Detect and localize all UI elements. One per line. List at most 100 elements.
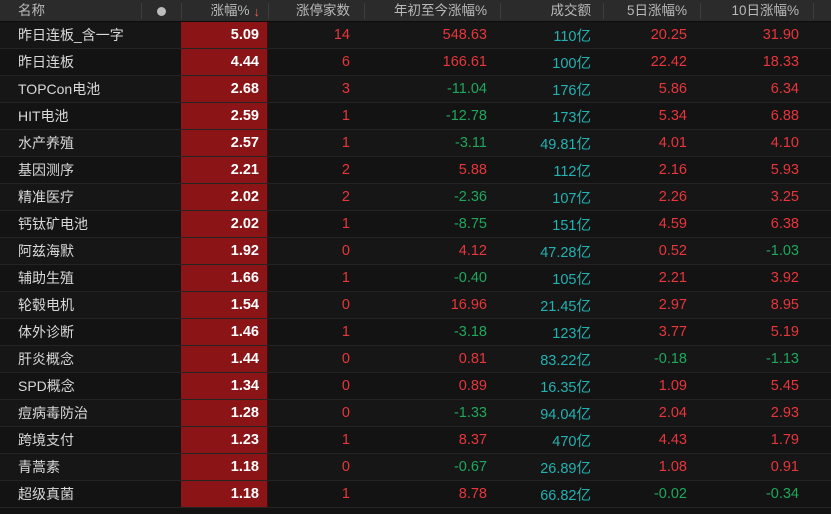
column-header-10day-change-label: 10日涨幅% bbox=[731, 3, 799, 18]
cell-flag bbox=[141, 427, 181, 453]
cell-zt: 1 bbox=[341, 432, 350, 448]
column-header-name[interactable]: 名称 bbox=[0, 0, 141, 22]
cell-name: 昨日连板_含一字 bbox=[18, 27, 124, 43]
cell-d10: 8.95 bbox=[770, 297, 799, 313]
cell-d5: 4.01 bbox=[658, 135, 687, 151]
table-row[interactable]: 体外诊断 1.46 1 -3.18 123亿 3.77 5.19 bbox=[0, 319, 831, 346]
dot-icon bbox=[156, 6, 166, 16]
column-header-flag[interactable] bbox=[141, 0, 181, 22]
cell-flag bbox=[141, 373, 181, 399]
table-row[interactable]: 基因测序 2.21 2 5.88 112亿 2.16 5.93 bbox=[0, 157, 831, 184]
cell-zt: 6 bbox=[341, 54, 350, 70]
cell-spacer bbox=[813, 76, 831, 102]
cell-flag bbox=[141, 22, 181, 48]
column-header-change-percent[interactable]: 涨幅% ↓ bbox=[181, 0, 268, 22]
table-row[interactable]: 辅助生殖 1.66 1 -0.40 105亿 2.21 3.92 bbox=[0, 265, 831, 292]
cell-ytd: 0.89 bbox=[458, 378, 487, 394]
cell-ytd: 8.78 bbox=[458, 486, 487, 502]
cell-amt: 100亿 bbox=[552, 55, 591, 72]
cell-spacer bbox=[813, 238, 831, 264]
table-row[interactable]: 水产养殖 2.57 1 -3.11 49.81亿 4.01 4.10 bbox=[0, 130, 831, 157]
cell-name: SPD概念 bbox=[18, 378, 75, 394]
cell-amt: 26.89亿 bbox=[540, 460, 591, 477]
cell-amt: 470亿 bbox=[552, 433, 591, 450]
cell-d5: 4.43 bbox=[658, 432, 687, 448]
column-header-spacer bbox=[813, 0, 831, 22]
table-row[interactable]: 轮毂电机 1.54 0 16.96 21.45亿 2.97 8.95 bbox=[0, 292, 831, 319]
cell-ytd: -1.33 bbox=[453, 405, 487, 421]
cell-pct: 5.09 bbox=[181, 22, 268, 48]
cell-name: 痘病毒防治 bbox=[18, 405, 88, 421]
table-row[interactable]: 钙钛矿电池 2.02 1 -8.75 151亿 4.59 6.38 bbox=[0, 211, 831, 238]
cell-ytd: 166.61 bbox=[442, 54, 487, 70]
cell-d5: 2.26 bbox=[658, 189, 687, 205]
cell-d10: 6.88 bbox=[770, 108, 799, 124]
table-row[interactable]: 青蒿素 1.18 0 -0.67 26.89亿 1.08 0.91 bbox=[0, 454, 831, 481]
cell-name: 辅助生殖 bbox=[18, 270, 74, 286]
cell-amt: 94.04亿 bbox=[540, 406, 591, 423]
cell-spacer bbox=[813, 400, 831, 426]
table-row[interactable]: TOPCon电池 2.68 3 -11.04 176亿 5.86 6.34 bbox=[0, 76, 831, 103]
cell-name: 跨境支付 bbox=[18, 432, 74, 448]
cell-zt: 2 bbox=[341, 162, 350, 178]
table-row[interactable]: 昨日连板 4.44 6 166.61 100亿 22.42 18.33 bbox=[0, 49, 831, 76]
cell-spacer bbox=[813, 22, 831, 48]
cell-spacer bbox=[813, 211, 831, 237]
cell-zt: 1 bbox=[341, 270, 350, 286]
cell-zt: 14 bbox=[333, 27, 350, 43]
column-header-5day-change[interactable]: 5日涨幅% bbox=[603, 0, 700, 22]
cell-flag bbox=[141, 157, 181, 183]
cell-pct: 2.57 bbox=[181, 130, 268, 156]
table-row[interactable]: 昨日连板_含一字 5.09 14 548.63 110亿 20.25 31.90 bbox=[0, 22, 831, 49]
cell-d5: -0.02 bbox=[653, 486, 687, 502]
cell-ytd: -11.04 bbox=[446, 81, 487, 97]
column-header-name-label: 名称 bbox=[18, 3, 45, 18]
cell-ytd: -0.40 bbox=[453, 270, 487, 286]
table-row[interactable]: HIT电池 2.59 1 -12.78 173亿 5.34 6.88 bbox=[0, 103, 831, 130]
cell-d5: 2.16 bbox=[658, 162, 687, 178]
table-row[interactable]: SPD概念 1.34 0 0.89 16.35亿 1.09 5.45 bbox=[0, 373, 831, 400]
cell-name: 基因测序 bbox=[18, 162, 74, 178]
cell-d5: 1.08 bbox=[658, 459, 687, 475]
column-header-turnover[interactable]: 成交额 bbox=[500, 0, 603, 22]
cell-d10: 5.45 bbox=[770, 378, 799, 394]
column-header-ytd-change[interactable]: 年初至今涨幅% bbox=[364, 0, 500, 22]
cell-pct: 1.28 bbox=[181, 400, 268, 426]
table-row[interactable]: 痘病毒防治 1.28 0 -1.33 94.04亿 2.04 2.93 bbox=[0, 400, 831, 427]
cell-flag bbox=[141, 49, 181, 75]
table-row[interactable]: 跨境支付 1.23 1 8.37 470亿 4.43 1.79 bbox=[0, 427, 831, 454]
cell-pct: 2.68 bbox=[181, 76, 268, 102]
cell-d5: 3.77 bbox=[658, 324, 687, 340]
cell-pct: 1.46 bbox=[181, 319, 268, 345]
cell-d5: 4.59 bbox=[658, 216, 687, 232]
column-header-change-percent-label: 涨幅% bbox=[210, 3, 250, 18]
table-row[interactable]: 阿兹海默 1.92 0 4.12 47.28亿 0.52 -1.03 bbox=[0, 238, 831, 265]
column-header-10day-change[interactable]: 10日涨幅% bbox=[700, 0, 813, 22]
cell-zt: 1 bbox=[341, 486, 350, 502]
cell-zt: 3 bbox=[341, 81, 350, 97]
cell-name: TOPCon电池 bbox=[18, 81, 101, 97]
column-header-limit-up-count-label: 涨停家数 bbox=[296, 3, 350, 18]
cell-spacer bbox=[813, 265, 831, 291]
cell-spacer bbox=[813, 373, 831, 399]
cell-amt: 49.81亿 bbox=[540, 136, 591, 153]
cell-amt: 47.28亿 bbox=[540, 244, 591, 261]
table-row[interactable]: 精准医疗 2.02 2 -2.36 107亿 2.26 3.25 bbox=[0, 184, 831, 211]
table-header-row: 名称 涨幅% ↓ 涨停家数 年初至今涨幅% 成交额 5日涨幅% 10日涨幅% bbox=[0, 0, 831, 22]
cell-d5: 5.34 bbox=[658, 108, 687, 124]
cell-amt: 66.82亿 bbox=[540, 487, 591, 504]
cell-d10: -0.34 bbox=[765, 486, 799, 502]
sort-desc-arrow-icon: ↓ bbox=[253, 3, 261, 19]
cell-pct: 1.92 bbox=[181, 238, 268, 264]
cell-name: 体外诊断 bbox=[18, 324, 74, 340]
cell-zt: 0 bbox=[341, 405, 350, 421]
cell-flag bbox=[141, 211, 181, 237]
cell-pct: 2.02 bbox=[181, 211, 268, 237]
cell-pct: 4.44 bbox=[181, 49, 268, 75]
cell-d5: 20.25 bbox=[650, 27, 687, 43]
cell-ytd: -0.67 bbox=[453, 459, 487, 475]
table-row[interactable]: 肝炎概念 1.44 0 0.81 83.22亿 -0.18 -1.13 bbox=[0, 346, 831, 373]
table-row[interactable]: 超级真菌 1.18 1 8.78 66.82亿 -0.02 -0.34 bbox=[0, 481, 831, 508]
column-header-limit-up-count[interactable]: 涨停家数 bbox=[268, 0, 364, 22]
